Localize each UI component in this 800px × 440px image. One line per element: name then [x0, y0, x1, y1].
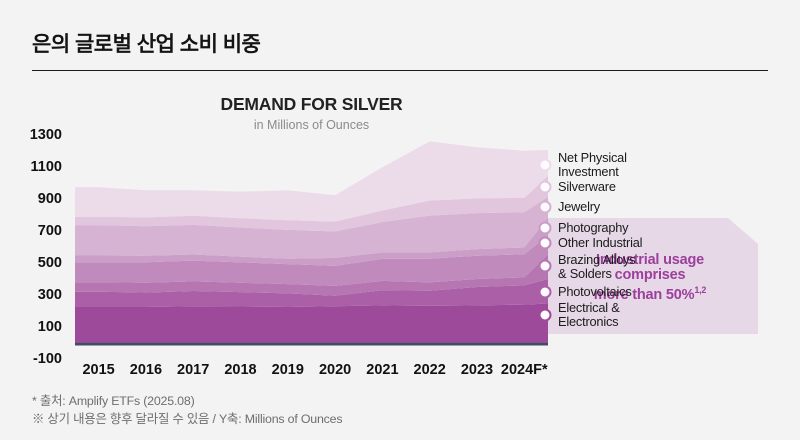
- area-band-jewelry: [75, 197, 548, 259]
- x-tick-label: 2016: [129, 362, 163, 378]
- footnote-disclaimer: ※ 상기 내용은 향후 달라질 수 있음 / Y축: Millions of O…: [32, 412, 343, 426]
- x-tick-label: 2015: [82, 362, 115, 378]
- y-tick-label: 500: [37, 255, 62, 271]
- x-tick-label: 2022: [413, 362, 446, 378]
- y-tick-label: 1300: [29, 127, 62, 143]
- industrial-usage-banner: [548, 218, 758, 334]
- legend-item-brazing-alloys-solders: Brazing Alloys & Solders: [558, 252, 636, 281]
- legend-item-electrical-electronics: Electrical & Electronics: [558, 300, 620, 329]
- area-band-brazing-alloys-solders: [75, 254, 548, 296]
- legend-item-net-physical-investment: Net Physical Investment: [558, 150, 627, 179]
- x-tick-label: 2017: [177, 362, 210, 378]
- legend-bullet-icon: [538, 285, 552, 299]
- footnote-source: * 출처: Amplify ETFs (2025.08): [32, 394, 195, 408]
- area-band-electrical-electronics: [75, 303, 548, 343]
- legend-item-photography: Photography: [558, 220, 629, 235]
- x-tick-label: 2024F*: [500, 362, 548, 378]
- legend-item-other-industrial: Other Industrial: [558, 235, 643, 250]
- area-band-silverware: [75, 176, 548, 232]
- legend-item-silverware: Silverware: [558, 179, 616, 194]
- y-tick-label: 100: [37, 319, 62, 335]
- legend-item-jewelry: Jewelry: [558, 199, 600, 214]
- industrial-usage-annotation: Industrial usage comprises more than 50%…: [552, 253, 748, 303]
- legend-bullet-icon: [538, 236, 552, 250]
- annotation-line: comprises: [614, 267, 686, 283]
- area-band-net-physical-investment: [75, 141, 548, 222]
- x-tick-label: 2021: [366, 362, 399, 378]
- title-divider: [32, 70, 768, 71]
- legend-item-photovoltaics: Photovoltaics: [558, 284, 632, 299]
- y-tick-label: -100: [32, 351, 62, 367]
- y-tick-label: 300: [37, 287, 62, 303]
- x-tick-label: 2019: [271, 362, 304, 378]
- y-tick-label: 700: [37, 223, 62, 239]
- x-tick-label: 2018: [224, 362, 257, 378]
- x-tick-label: 2023: [460, 362, 494, 378]
- area-band-photovoltaics: [75, 279, 548, 307]
- y-tick-label: 1100: [30, 159, 62, 175]
- legend-bullet-icon: [538, 221, 552, 235]
- chart-title: DEMAND FOR SILVER: [220, 94, 403, 114]
- annotation-line: more than 50%1,2: [593, 285, 707, 303]
- y-tick-label: 900: [37, 191, 62, 207]
- page-title: 은의 글로벌 산업 소비 비중: [32, 33, 261, 56]
- legend-bullet-icon: [538, 259, 552, 273]
- legend-bullet-icon: [538, 200, 552, 214]
- area-band-photography: [75, 217, 548, 266]
- area-band-other-industrial: [75, 235, 548, 286]
- x-tick-label: 2020: [318, 362, 352, 378]
- legend-bullet-icon: [538, 158, 552, 172]
- legend-bullet-icon: [538, 308, 552, 322]
- annotation-footref: 1,2: [694, 285, 707, 295]
- annotation-line: Industrial usage: [596, 252, 704, 268]
- chart-subtitle: in Millions of Ounces: [253, 118, 370, 132]
- legend-bullet-icon: [538, 180, 552, 194]
